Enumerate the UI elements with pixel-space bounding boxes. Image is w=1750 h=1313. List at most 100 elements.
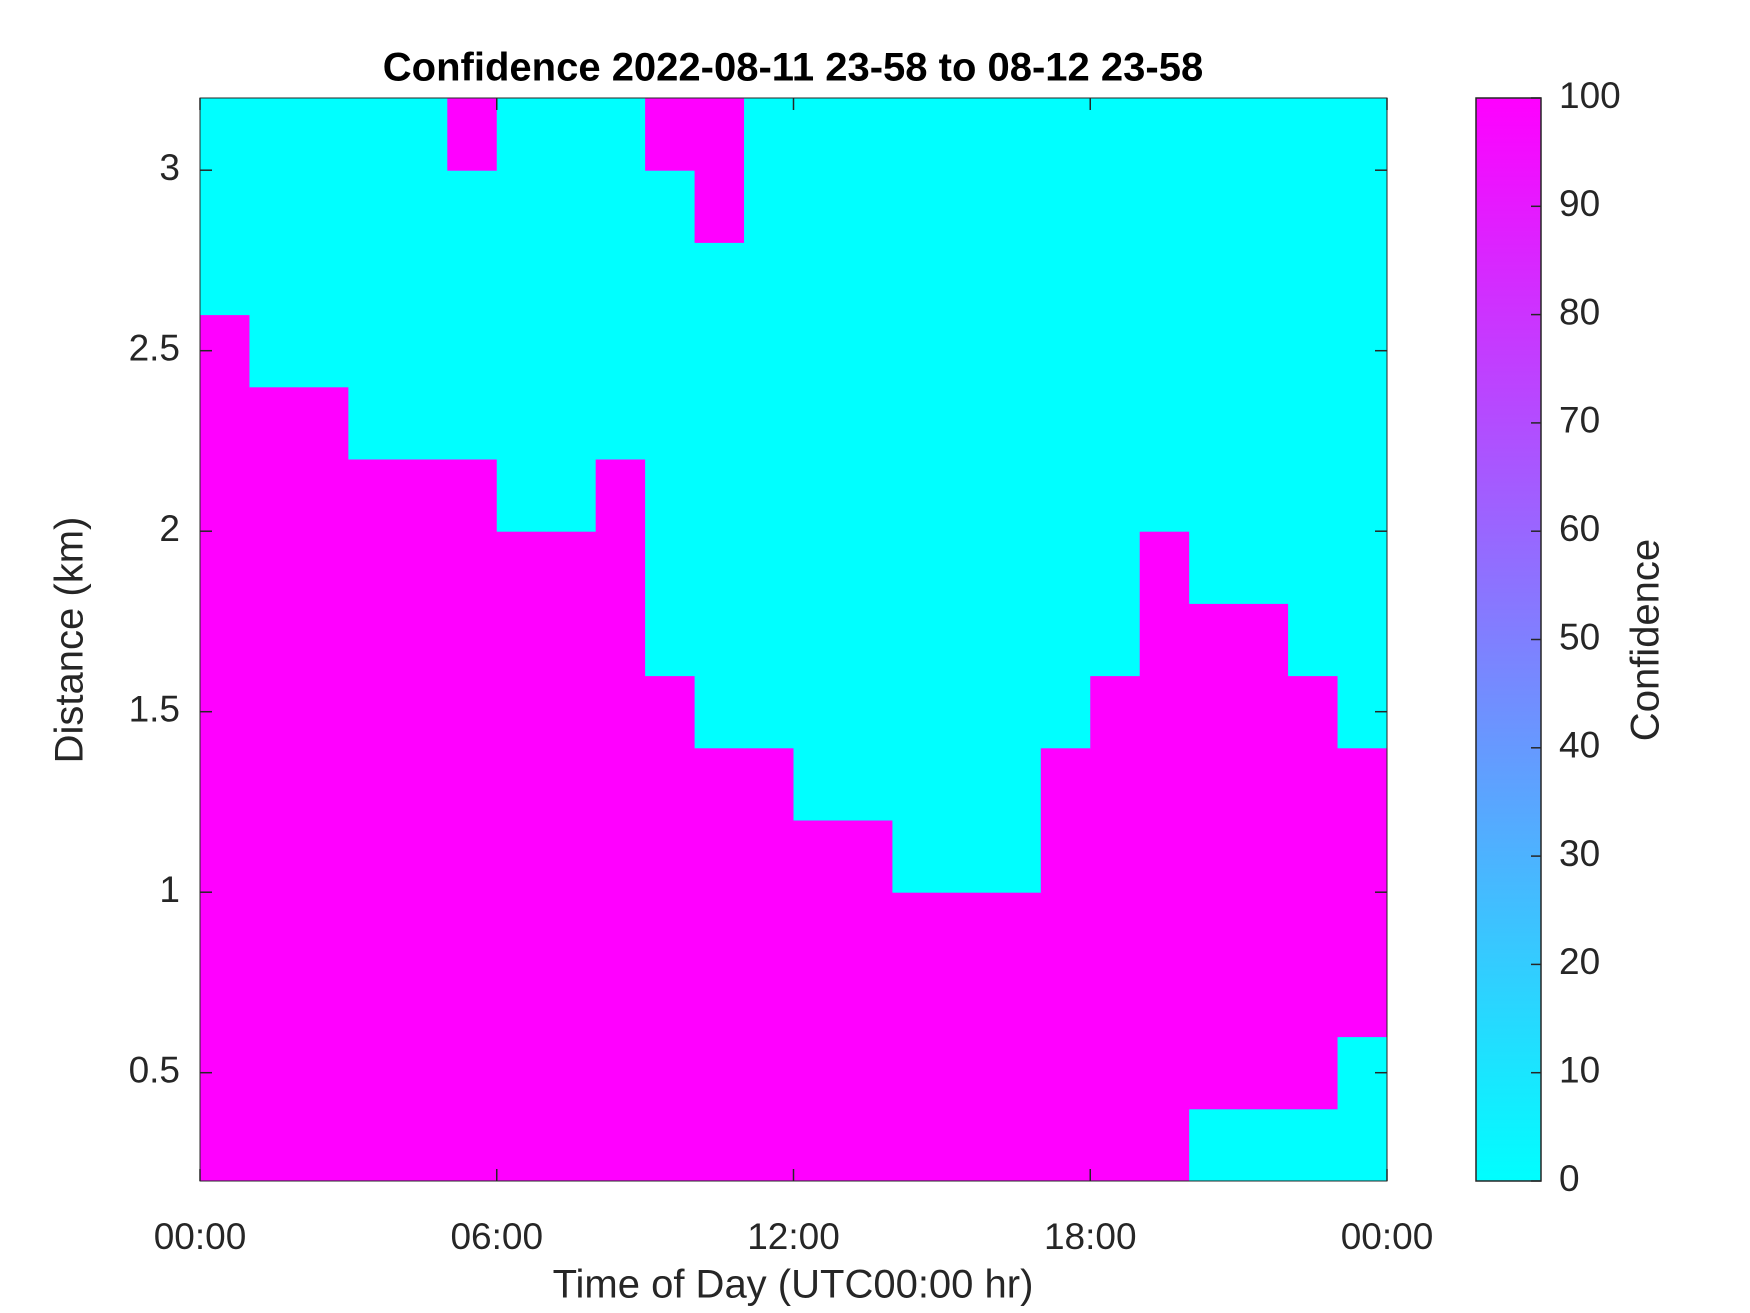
heatmap-cell [496, 98, 547, 171]
heatmap-cell [348, 964, 399, 1038]
heatmap-cell [1040, 1036, 1091, 1110]
heatmap-cell [1238, 314, 1289, 388]
heatmap-cell [1040, 314, 1091, 388]
heatmap-cell [298, 170, 349, 243]
heatmap-cell [496, 820, 547, 893]
heatmap-cell [1337, 98, 1388, 171]
heatmap-cell [744, 1108, 794, 1182]
heatmap-cell [991, 892, 1042, 965]
heatmap-cell [645, 892, 696, 965]
heatmap-cell [991, 1108, 1042, 1182]
heatmap-cell [1189, 1036, 1240, 1110]
heatmap-cell [200, 170, 250, 243]
heatmap-cell [595, 820, 646, 893]
heatmap-cell [1189, 170, 1240, 243]
heatmap-cell [348, 747, 399, 821]
heatmap-cell [1090, 747, 1141, 821]
heatmap-cell [941, 531, 992, 604]
heatmap-cell [595, 892, 646, 965]
heatmap-cell [1139, 964, 1190, 1038]
heatmap-cell [298, 242, 349, 316]
heatmap-cell [694, 1036, 745, 1110]
heatmap-cell [496, 1036, 547, 1110]
heatmap-cell [1139, 386, 1190, 460]
heatmap-cell [1040, 1108, 1091, 1182]
heatmap-cell [941, 242, 992, 316]
heatmap-cell [1090, 98, 1141, 171]
heatmap-cell [1238, 1108, 1289, 1182]
heatmap-cell [694, 459, 745, 532]
heatmap-cell [397, 98, 448, 171]
heatmap-cell [793, 170, 844, 243]
heatmap-cell [1090, 531, 1141, 604]
x-axis-label: Time of Day (UTC00:00 hr) [553, 1263, 1034, 1307]
heatmap-cell [249, 964, 300, 1038]
heatmap-cell [1189, 964, 1240, 1038]
heatmap-cell [1337, 964, 1388, 1038]
heatmap-cell [1040, 964, 1091, 1038]
y-tick-label: 3 [159, 147, 180, 188]
heatmap-cell [694, 747, 745, 821]
heatmap-cell [941, 892, 992, 965]
heatmap-cell [694, 820, 745, 893]
heatmap-cell [1040, 820, 1091, 893]
heatmap-cell [842, 386, 893, 460]
heatmap-cell [842, 603, 893, 677]
heatmap-cell [348, 820, 399, 893]
heatmap-cell [1189, 98, 1240, 171]
heatmap-cell [249, 98, 300, 171]
heatmap-cell [941, 675, 992, 749]
heatmap-cell [793, 964, 844, 1038]
heatmap-cell [645, 1108, 696, 1182]
heatmap-cell [941, 386, 992, 460]
heatmap-cell [595, 242, 646, 316]
heatmap-cell [941, 459, 992, 532]
heatmap-cell [447, 314, 498, 388]
heatmap-cell [1090, 820, 1141, 893]
y-axis-label: Distance (km) [48, 517, 92, 764]
heatmap-cell [892, 170, 943, 243]
heatmap-cell [496, 242, 547, 316]
heatmap-cell [249, 531, 300, 604]
heatmap-cell [645, 242, 696, 316]
heatmap-cell [1189, 386, 1240, 460]
x-tick-label: 18:00 [1044, 1216, 1137, 1257]
heatmap-cell [496, 1108, 547, 1182]
heatmap-cell [447, 747, 498, 821]
heatmap-cell [1337, 603, 1388, 677]
heatmap-cell [694, 98, 745, 171]
heatmap-cell [645, 603, 696, 677]
heatmap-cell [1288, 170, 1339, 243]
y-tick-label: 0.5 [129, 1049, 180, 1090]
heatmap-cell [397, 675, 448, 749]
heatmap-cell [1040, 386, 1091, 460]
heatmap-cell [1040, 170, 1091, 243]
heatmap-cell [298, 892, 349, 965]
heatmap-cell [941, 964, 992, 1038]
heatmap-cell [694, 603, 745, 677]
heatmap-cell [200, 242, 250, 316]
heatmap-cell [1189, 242, 1240, 316]
heatmap-cell [200, 820, 250, 893]
heatmap-cell [298, 747, 349, 821]
heatmap-cell [249, 1108, 300, 1182]
heatmap-cell [793, 531, 844, 604]
heatmap-cell [298, 459, 349, 532]
heatmap-cell [447, 459, 498, 532]
heatmap-cell [941, 747, 992, 821]
heatmap-cell [546, 531, 597, 604]
heatmap-cell [397, 386, 448, 460]
heatmap-cell [941, 1108, 992, 1182]
heatmap-cell [744, 892, 794, 965]
heatmap-cell [793, 747, 844, 821]
heatmap-cell [595, 964, 646, 1038]
heatmap-cell [595, 1108, 646, 1182]
heatmap-cell [892, 892, 943, 965]
heatmap-cell [595, 386, 646, 460]
heatmap-cell [496, 964, 547, 1038]
heatmap-cell [397, 603, 448, 677]
colorbar-tick-label: 30 [1559, 833, 1600, 874]
heatmap-cell [595, 675, 646, 749]
heatmap-cell [744, 459, 794, 532]
heatmap-cell [348, 242, 399, 316]
